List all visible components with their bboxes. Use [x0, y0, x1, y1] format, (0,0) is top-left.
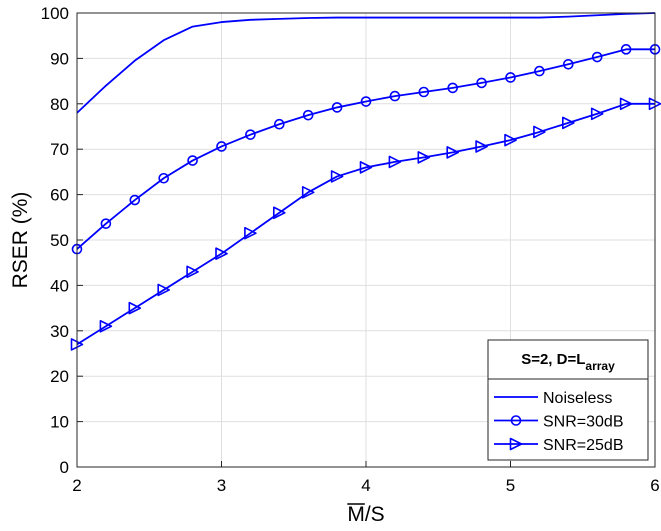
legend-item-0: Noiseless [494, 390, 612, 407]
x-tick-label-3: 5 [506, 476, 515, 495]
data-point-2-7 [272, 206, 286, 220]
series-1 [71, 44, 661, 255]
y-tick-label-0: 0 [60, 458, 69, 477]
series-line-2 [76, 102, 655, 346]
legend-title-subscript: array [585, 359, 615, 373]
series-0 [76, 12, 656, 114]
data-point-1-7 [273, 118, 285, 130]
data-point-2-12 [417, 151, 431, 164]
x-tick-label-1: 3 [217, 476, 226, 495]
data-point-1-17 [562, 59, 574, 70]
y-tick-label-1: 10 [50, 413, 69, 432]
y-tick-label-5: 50 [50, 231, 69, 250]
data-point-2-16 [533, 125, 546, 139]
y-tick-label-10: 100 [41, 4, 69, 23]
data-point-1-19 [620, 44, 632, 55]
data-point-2-19 [619, 97, 633, 111]
data-point-1-9 [331, 102, 343, 113]
svg-text:M/S: M/S [347, 503, 384, 526]
legend-marker-2 [509, 437, 523, 451]
data-point-2-9 [330, 170, 344, 183]
data-point-2-10 [359, 161, 373, 174]
data-point-1-13 [447, 82, 459, 94]
y-tick-label-3: 30 [50, 322, 69, 341]
x-tick-label-4: 6 [650, 476, 659, 495]
data-point-1-4 [187, 155, 198, 166]
data-point-1-6 [245, 129, 256, 140]
data-point-1-10 [360, 96, 372, 107]
data-point-1-15 [505, 72, 516, 83]
y-tick-label-8: 80 [50, 95, 69, 114]
legend: S=2, D=Larray Noiseless SNR=30dB SNR=25dB [487, 339, 649, 461]
data-point-2-18 [590, 107, 604, 121]
data-point-1-14 [476, 77, 487, 89]
y-tick-label-4: 40 [50, 276, 69, 295]
series-line-0 [76, 12, 656, 114]
x-tick-label-2: 4 [361, 476, 370, 495]
x-axis: 2 3 4 5 6 [72, 461, 660, 495]
x-axis-label-suffix: /S [365, 503, 385, 526]
legend-items: Noiseless SNR=30dB SNR=25dB [494, 390, 624, 454]
series-layer [70, 12, 661, 351]
data-point-2-17 [561, 116, 575, 130]
x-tick-label-0: 2 [72, 476, 81, 495]
data-point-2-13 [446, 146, 460, 159]
data-point-2-15 [504, 133, 517, 147]
x-axis-label: M/S [347, 503, 385, 526]
data-point-1-5 [216, 141, 227, 152]
data-point-1-2 [129, 194, 141, 206]
data-point-2-8 [301, 186, 315, 199]
data-point-1-16 [534, 65, 545, 77]
y-tick-label-6: 60 [50, 186, 69, 205]
y-axis-label: RSER (%) [9, 192, 32, 289]
data-point-1-11 [389, 90, 401, 102]
data-point-2-4 [186, 265, 199, 279]
x-axis-label-main: M [347, 503, 365, 526]
legend-item-2: SNR=25dB [494, 437, 624, 454]
legend-label-0: Noiseless [543, 390, 612, 407]
data-point-2-5 [215, 247, 228, 260]
data-point-2-14 [475, 140, 488, 153]
data-point-1-18 [591, 51, 603, 63]
legend-label-2: SNR=25dB [543, 437, 624, 454]
legend-marker-1 [510, 415, 522, 426]
data-point-1-1 [100, 218, 112, 229]
y-tick-label-9: 90 [50, 49, 69, 68]
data-point-1-8 [302, 109, 314, 121]
data-point-1-12 [418, 86, 430, 98]
legend-label-1: SNR=30dB [543, 414, 624, 431]
y-tick-label-2: 20 [50, 367, 69, 386]
legend-title: S=2, D=Larray [521, 351, 615, 373]
y-tick-label-7: 70 [50, 140, 69, 159]
data-point-2-11 [388, 155, 402, 169]
data-point-2-6 [244, 226, 257, 240]
data-point-2-1 [99, 319, 113, 333]
series-line-1 [76, 48, 655, 250]
data-point-1-3 [158, 172, 169, 184]
data-point-2-2 [128, 301, 142, 315]
y-axis: 0 10 20 30 40 50 60 70 80 90 100 [41, 4, 83, 477]
data-point-2-3 [157, 283, 170, 297]
grid [76, 12, 656, 468]
legend-item-1: SNR=30dB [494, 414, 624, 431]
